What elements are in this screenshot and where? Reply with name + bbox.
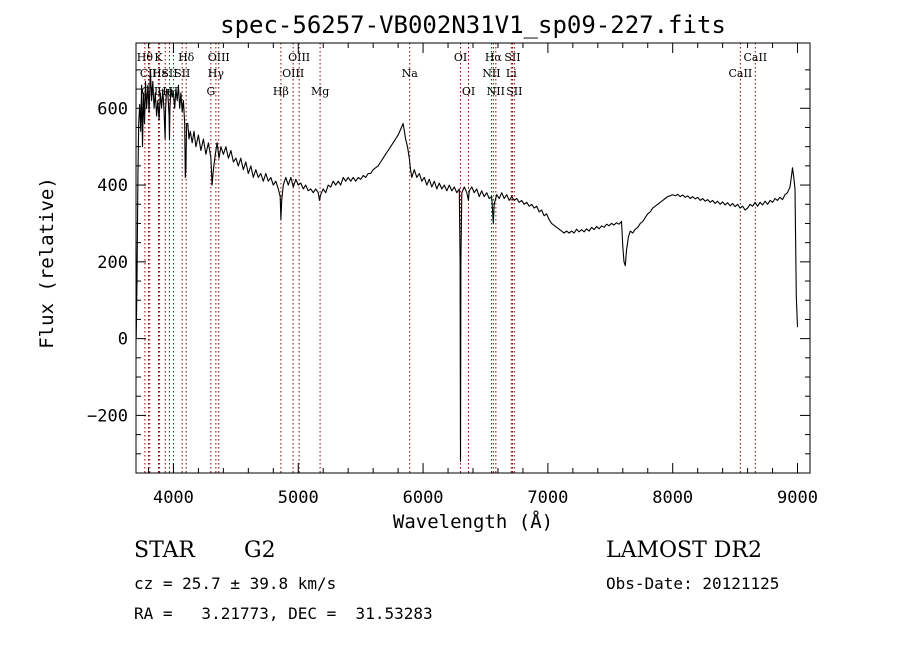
line-marker-label: OI [454,51,467,64]
x-tick-label: 7000 [527,488,568,508]
chart-title: spec-56257-VB002N31V1_sp09-227.fits [220,11,726,39]
line-marker-label: SII [161,67,177,80]
x-tick-label: 8000 [652,488,693,508]
line-marker-label: K [154,51,163,64]
line-marker-label: SII [504,51,520,64]
line-marker-label: Hθ [137,51,154,64]
line-marker-label: OIII [288,51,310,64]
y-axis-label: Flux (relative) [36,177,58,349]
line-marker-label: Li [506,67,517,80]
spectrum-line [135,69,799,463]
line-marker-label: Hε [152,67,168,80]
line-marker-label: OIII [282,67,304,80]
line-marker-label: SII [506,85,522,98]
line-marker-label: OIII [208,51,230,64]
line-marker-label: NII [487,85,505,98]
line-marker-label: SII [174,67,190,80]
line-marker-label: OI [462,85,475,98]
y-tick-label: −200 [87,406,128,426]
object-type: STAR [134,538,195,563]
x-tick-label: 5000 [278,488,319,508]
x-axis-label: Wavelength (Å) [393,510,553,533]
line-marker-label: Hβ [273,85,289,98]
plot-area: HθCIICIIKHεHηSIIHSIIHδGHγOIIIHβOIIIOIIIM… [87,42,818,508]
subclass: G2 [244,538,276,563]
y-tick-label: 0 [118,330,128,350]
line-marker-label: Na [402,67,419,80]
line-marker-label: NII [482,67,500,80]
observation-date: Obs-Date: 20121125 [606,574,780,593]
line-marker-label: Hα [485,51,503,64]
line-marker-label: CaII [743,51,767,64]
line-marker-label: H [169,85,179,98]
y-tick-label: 600 [97,99,128,119]
line-marker-label: Hδ [178,51,195,64]
line-marker-label: G [206,85,215,98]
x-tick-label: 6000 [403,488,444,508]
coordinates: RA = 3.21773, DEC = 31.53283 [134,604,433,623]
y-tick-label: 400 [97,176,128,196]
x-tick-label: 9000 [777,488,818,508]
x-tick-label: 4000 [153,488,194,508]
plot-frame [135,42,811,474]
survey-name: LAMOST DR2 [606,538,762,563]
redshift-velocity: cz = 25.7 ± 39.8 km/s [134,574,337,593]
line-marker-label: Hγ [208,67,225,80]
y-tick-label: 200 [97,253,128,273]
line-marker-label: CII [140,67,157,80]
line-marker-label: Mg [311,85,329,98]
line-marker-label: CaII [729,67,753,80]
